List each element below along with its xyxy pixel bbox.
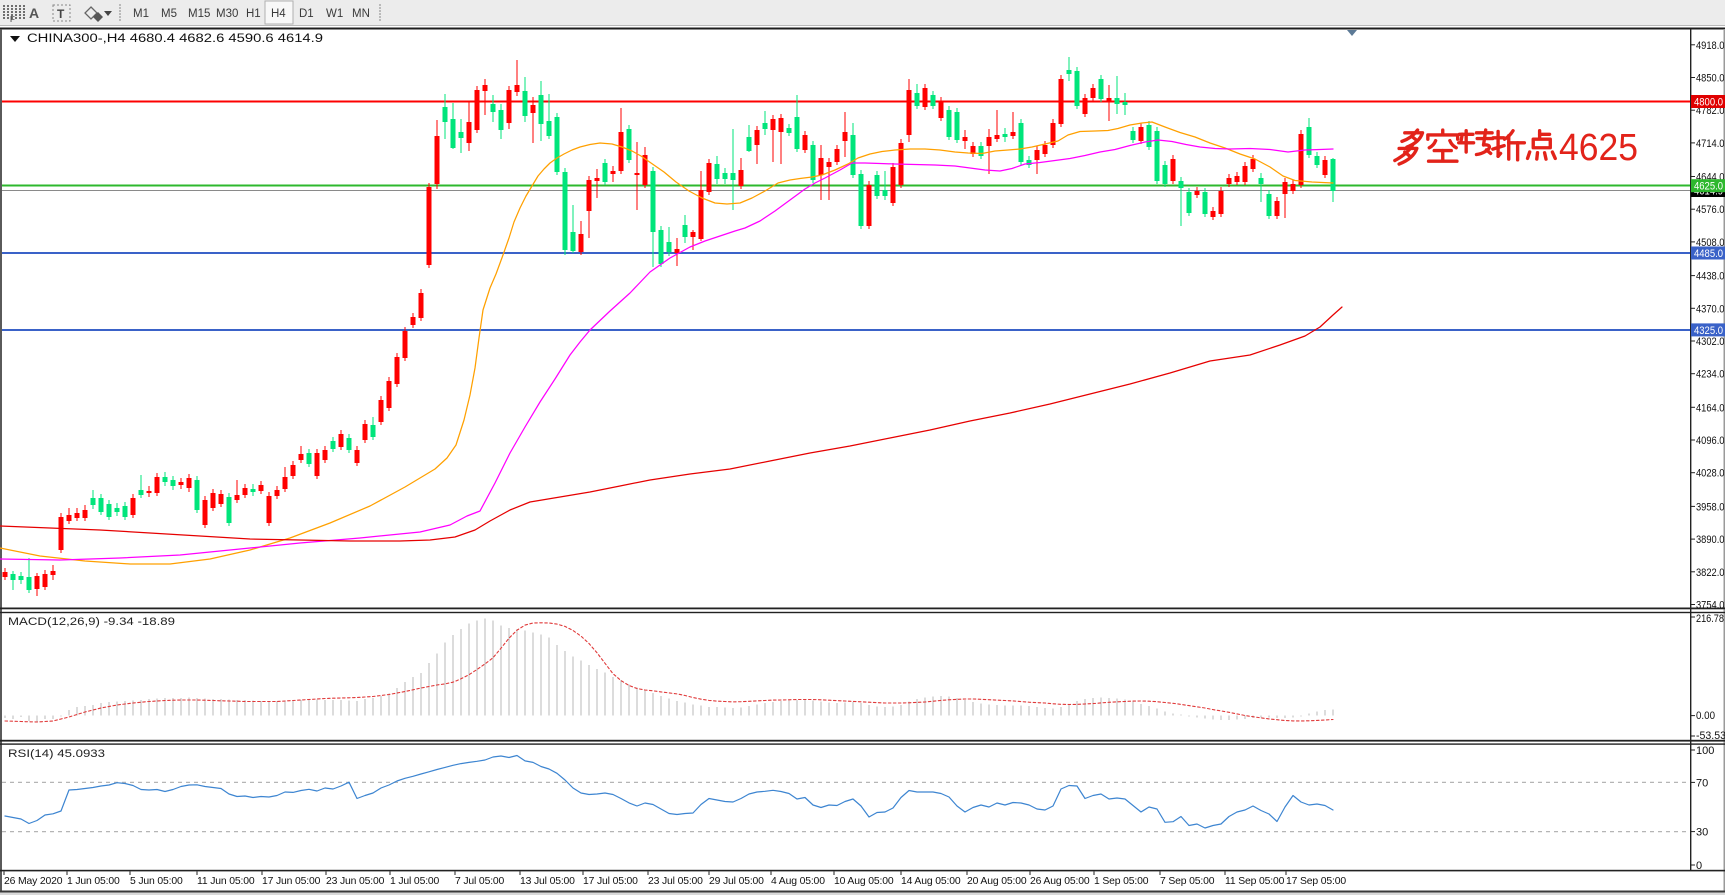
svg-text:4164.0: 4164.0 xyxy=(1696,402,1725,414)
svg-text:1 Jun 05:00: 1 Jun 05:00 xyxy=(67,876,120,887)
svg-text:5 Jun 05:00: 5 Jun 05:00 xyxy=(130,876,183,887)
svg-text:-53.53: -53.53 xyxy=(1696,730,1725,742)
svg-text:17 Jul 05:00: 17 Jul 05:00 xyxy=(583,876,638,887)
svg-text:0: 0 xyxy=(1696,860,1702,872)
svg-text:23 Jul 05:00: 23 Jul 05:00 xyxy=(648,876,703,887)
svg-text:17 Jun 05:00: 17 Jun 05:00 xyxy=(262,876,321,887)
svg-text:26 Aug 05:00: 26 Aug 05:00 xyxy=(1030,876,1090,887)
svg-text:4370.0: 4370.0 xyxy=(1696,303,1725,315)
svg-text:F: F xyxy=(10,15,15,24)
svg-text:D1: D1 xyxy=(299,8,314,20)
svg-text:14 Aug 05:00: 14 Aug 05:00 xyxy=(901,876,961,887)
svg-text:H4: H4 xyxy=(271,8,286,20)
svg-text:4782.0: 4782.0 xyxy=(1696,105,1725,117)
svg-text:4800.0: 4800.0 xyxy=(1694,97,1723,109)
svg-text:7 Jul 05:00: 7 Jul 05:00 xyxy=(455,876,505,887)
svg-text:4 Aug 05:00: 4 Aug 05:00 xyxy=(771,876,825,887)
svg-text:4028.0: 4028.0 xyxy=(1696,468,1725,480)
svg-text:CHINA300-,H4 4680.4 4682.6 45: CHINA300-,H4 4680.4 4682.6 4590.6 4614.9 xyxy=(27,33,323,45)
svg-text:20 Aug 05:00: 20 Aug 05:00 xyxy=(967,876,1027,887)
svg-text:4485.0: 4485.0 xyxy=(1694,248,1723,260)
svg-text:26 May 2020: 26 May 2020 xyxy=(4,876,63,887)
svg-text:7 Sep 05:00: 7 Sep 05:00 xyxy=(1160,876,1215,887)
svg-text:1 Sep 05:00: 1 Sep 05:00 xyxy=(1094,876,1149,887)
svg-text:RSI(14) 45.0933: RSI(14) 45.0933 xyxy=(8,748,105,760)
svg-text:3890.0: 3890.0 xyxy=(1696,534,1725,546)
svg-text:4625.0: 4625.0 xyxy=(1694,181,1723,193)
svg-text:11 Sep 05:00: 11 Sep 05:00 xyxy=(1225,876,1285,887)
svg-text:T: T xyxy=(57,7,65,21)
svg-text:4438.0: 4438.0 xyxy=(1696,271,1725,283)
svg-text:4234.0: 4234.0 xyxy=(1696,369,1725,381)
svg-text:100: 100 xyxy=(1696,745,1714,757)
svg-text:10 Aug 05:00: 10 Aug 05:00 xyxy=(834,876,894,887)
svg-text:4508.0: 4508.0 xyxy=(1696,237,1725,249)
svg-text:M1: M1 xyxy=(133,8,149,20)
svg-text:4918.0: 4918.0 xyxy=(1696,40,1725,52)
svg-text:1 Jul 05:00: 1 Jul 05:00 xyxy=(390,876,440,887)
svg-text:11 Jun 05:00: 11 Jun 05:00 xyxy=(197,876,255,887)
svg-text:3822.0: 3822.0 xyxy=(1696,567,1725,579)
svg-text:4096.0: 4096.0 xyxy=(1696,435,1725,447)
svg-text:M15: M15 xyxy=(188,8,210,20)
svg-text:23 Jun 05:00: 23 Jun 05:00 xyxy=(326,876,385,887)
svg-text:3958.0: 3958.0 xyxy=(1696,501,1725,513)
svg-text:29 Jul 05:00: 29 Jul 05:00 xyxy=(709,876,764,887)
svg-text:0.00: 0.00 xyxy=(1696,710,1715,722)
svg-text:W1: W1 xyxy=(326,8,343,20)
svg-text:4302.0: 4302.0 xyxy=(1696,336,1725,348)
svg-text:13 Jul 05:00: 13 Jul 05:00 xyxy=(520,876,575,887)
svg-text:MN: MN xyxy=(352,8,370,20)
svg-text:4850.0: 4850.0 xyxy=(1696,73,1725,85)
svg-text:70: 70 xyxy=(1696,777,1708,789)
svg-text:H1: H1 xyxy=(246,8,261,20)
svg-text:4576.0: 4576.0 xyxy=(1696,204,1725,216)
svg-text:3754.0: 3754.0 xyxy=(1696,600,1725,612)
svg-text:4325.0: 4325.0 xyxy=(1694,325,1723,337)
svg-text:M5: M5 xyxy=(161,8,177,20)
svg-text:4625: 4625 xyxy=(1559,127,1638,169)
svg-text:A: A xyxy=(29,5,39,21)
svg-text:17 Sep 05:00: 17 Sep 05:00 xyxy=(1286,876,1346,887)
svg-text:30: 30 xyxy=(1696,827,1708,839)
svg-text:216.78: 216.78 xyxy=(1696,613,1724,625)
svg-text:4714.0: 4714.0 xyxy=(1696,138,1725,150)
svg-text:M30: M30 xyxy=(216,8,238,20)
svg-text:MACD(12,26,9) -9.34 -18.89: MACD(12,26,9) -9.34 -18.89 xyxy=(8,616,175,628)
